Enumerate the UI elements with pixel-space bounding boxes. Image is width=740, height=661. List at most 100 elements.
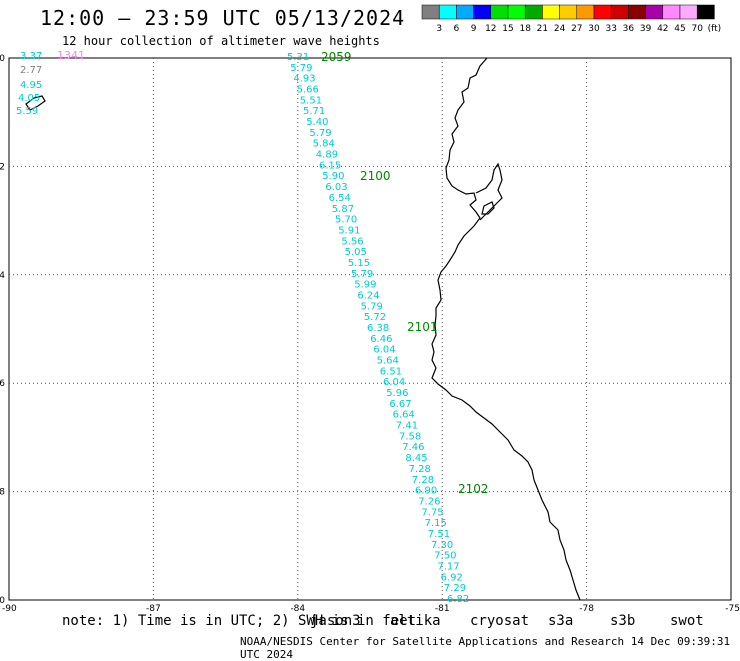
swh-value-label: 6.04 — [373, 345, 395, 356]
swh-value-label: 5.79 — [290, 63, 312, 74]
colorbar-label: 39 — [640, 24, 652, 34]
track-time-label: 2059 — [321, 50, 352, 64]
swh-value-label: 5.71 — [303, 106, 325, 117]
colorbar-label: 36 — [623, 24, 635, 34]
mission-swot: swot — [670, 613, 704, 629]
swh-value-label: 7.15 — [425, 518, 447, 529]
colorbar-label: 30 — [588, 24, 600, 34]
colorbar-label: 3 — [436, 24, 442, 34]
swh-value-label: 7.17 — [437, 562, 459, 573]
colorbar-label: 9 — [471, 24, 477, 34]
swh-value-label: 6.92 — [441, 572, 463, 583]
swh-value-label: 7.58 — [399, 431, 421, 442]
swh-value-label: 5.79 — [361, 301, 383, 312]
swh-value-label: 5.70 — [335, 215, 357, 226]
colorbar-label: 24 — [554, 24, 566, 34]
swh-value-label: 6.24 — [357, 291, 379, 302]
swh-value-label: 4.93 — [293, 74, 315, 85]
swh-value-label: 7.29 — [444, 583, 466, 594]
colorbar-label: 27 — [571, 24, 582, 34]
small-track: 3.37 2.77 4.95 4.05 5.59 1341 — [16, 49, 85, 117]
swh-value-label: 5.40 — [306, 117, 328, 128]
mission-altika: altika — [390, 613, 441, 629]
swh-value-label: 4.89 — [316, 150, 338, 161]
graticule — [9, 58, 731, 600]
swh-value-label: 7.30 — [431, 540, 453, 551]
track-time-label: 2100 — [360, 169, 391, 183]
mission-s3b: s3b — [610, 613, 636, 629]
colorbar-swatch — [524, 4, 543, 20]
colorbar-swatch — [421, 4, 440, 20]
colorbar-swatch — [559, 4, 578, 20]
swh-value-label: 5.51 — [300, 95, 322, 106]
colorbar-label: 70 — [691, 24, 703, 34]
swh-value-label: 7.28 — [409, 464, 431, 475]
lon-tick-label: -90 — [2, 604, 17, 614]
swh-value-label: 5.90 — [322, 171, 344, 182]
swh-value-label: 5.96 — [386, 388, 408, 399]
island-puna — [481, 201, 495, 215]
swh-value-label: 7.28 — [412, 475, 434, 486]
colorbar-label: 42 — [657, 24, 668, 34]
swh-value-label: 5.84 — [313, 139, 335, 150]
swh-value-label: 5.72 — [364, 312, 386, 323]
swh-value-label: 6.15 — [319, 160, 341, 171]
colorbar-swatch — [456, 4, 474, 20]
swh-value-label: 6.82 — [447, 594, 469, 605]
lat-tick-label: -8 — [0, 488, 5, 498]
track-time-label: 2101 — [407, 320, 438, 334]
colorbar-label: 21 — [537, 24, 548, 34]
lat-tick-label: -6 — [0, 379, 5, 389]
swh-value-label: 5.31 — [287, 52, 309, 63]
colorbar-label: 18 — [519, 24, 531, 34]
swh-value-label: 3.37 — [20, 51, 42, 62]
lon-tick-label: -81 — [435, 604, 450, 614]
colorbar: 3 6 9 12 15 18 21 24 27 30 33 36 39 42 45 70 (ft) — [421, 4, 722, 34]
swh-value-label: 7.41 — [396, 421, 418, 432]
footer-credit: NOAA/NESDIS Center for Satellite Applica… — [240, 635, 731, 661]
lon-tick-label: -84 — [290, 604, 305, 614]
swh-value-label: 8.45 — [405, 453, 427, 464]
swh-value-label: 5.05 — [345, 247, 367, 258]
track-time-label: 2102 — [458, 482, 489, 496]
lat-tick-label: -2 — [0, 162, 5, 172]
page-title: 12:00 — 23:59 UTC 05/13/2024 — [40, 6, 406, 30]
mission-s3a: s3a — [548, 613, 574, 629]
map-frame — [8, 57, 732, 601]
swh-value-label: 7.46 — [402, 442, 424, 453]
coastline-gulf-of-guayaquil — [475, 162, 503, 221]
colorbar-label: 15 — [502, 24, 513, 34]
footer-note: note: 1) Time is in UTC; 2) SWH is in fe… — [62, 613, 417, 629]
swh-value-label: 5.64 — [377, 356, 399, 367]
colorbar-label: (ft) — [708, 24, 722, 34]
swh-value-label: 6.54 — [329, 193, 351, 204]
colorbar-swatch — [576, 4, 595, 20]
swh-value-label: 6.67 — [389, 399, 411, 410]
colorbar-swatch — [438, 4, 457, 20]
colorbar-swatch — [507, 4, 526, 20]
swh-value-label: 6.04 — [383, 377, 405, 388]
swh-value-label: 5.99 — [354, 280, 376, 291]
swh-value-label: 5.87 — [332, 204, 354, 215]
swh-value-label: 6.51 — [380, 366, 402, 377]
swh-value-label: 5.59 — [16, 106, 38, 117]
axis-labels: 0 -2 -4 -6 -8 -10-90 -87 -84 -81 -78 -75 — [0, 54, 740, 614]
page-subtitle: 12 hour collection of altimeter wave hei… — [62, 34, 380, 48]
lat-tick-label: 0 — [0, 54, 5, 64]
lon-tick-label: -78 — [579, 604, 594, 614]
swh-value-label: 6.46 — [370, 334, 392, 345]
colorbar-label: 33 — [605, 24, 616, 34]
island-galapagos — [25, 95, 46, 111]
swh-value-label: 5.15 — [348, 258, 370, 269]
colorbar-swatch — [610, 4, 629, 20]
colorbar-swatch — [696, 4, 715, 20]
colorbar-swatch — [645, 4, 664, 20]
swh-value-label: 5.79 — [309, 128, 331, 139]
swh-value-label: 6.38 — [367, 323, 389, 334]
colorbar-label: 45 — [674, 24, 685, 34]
swh-value-label: 2.77 — [20, 65, 42, 76]
swh-value-label: 7.50 — [434, 551, 456, 562]
swh-value-label: 7.26 — [418, 496, 440, 507]
main-track: 5.315.794.935.665.515.715.405.795.844.89… — [287, 52, 469, 605]
